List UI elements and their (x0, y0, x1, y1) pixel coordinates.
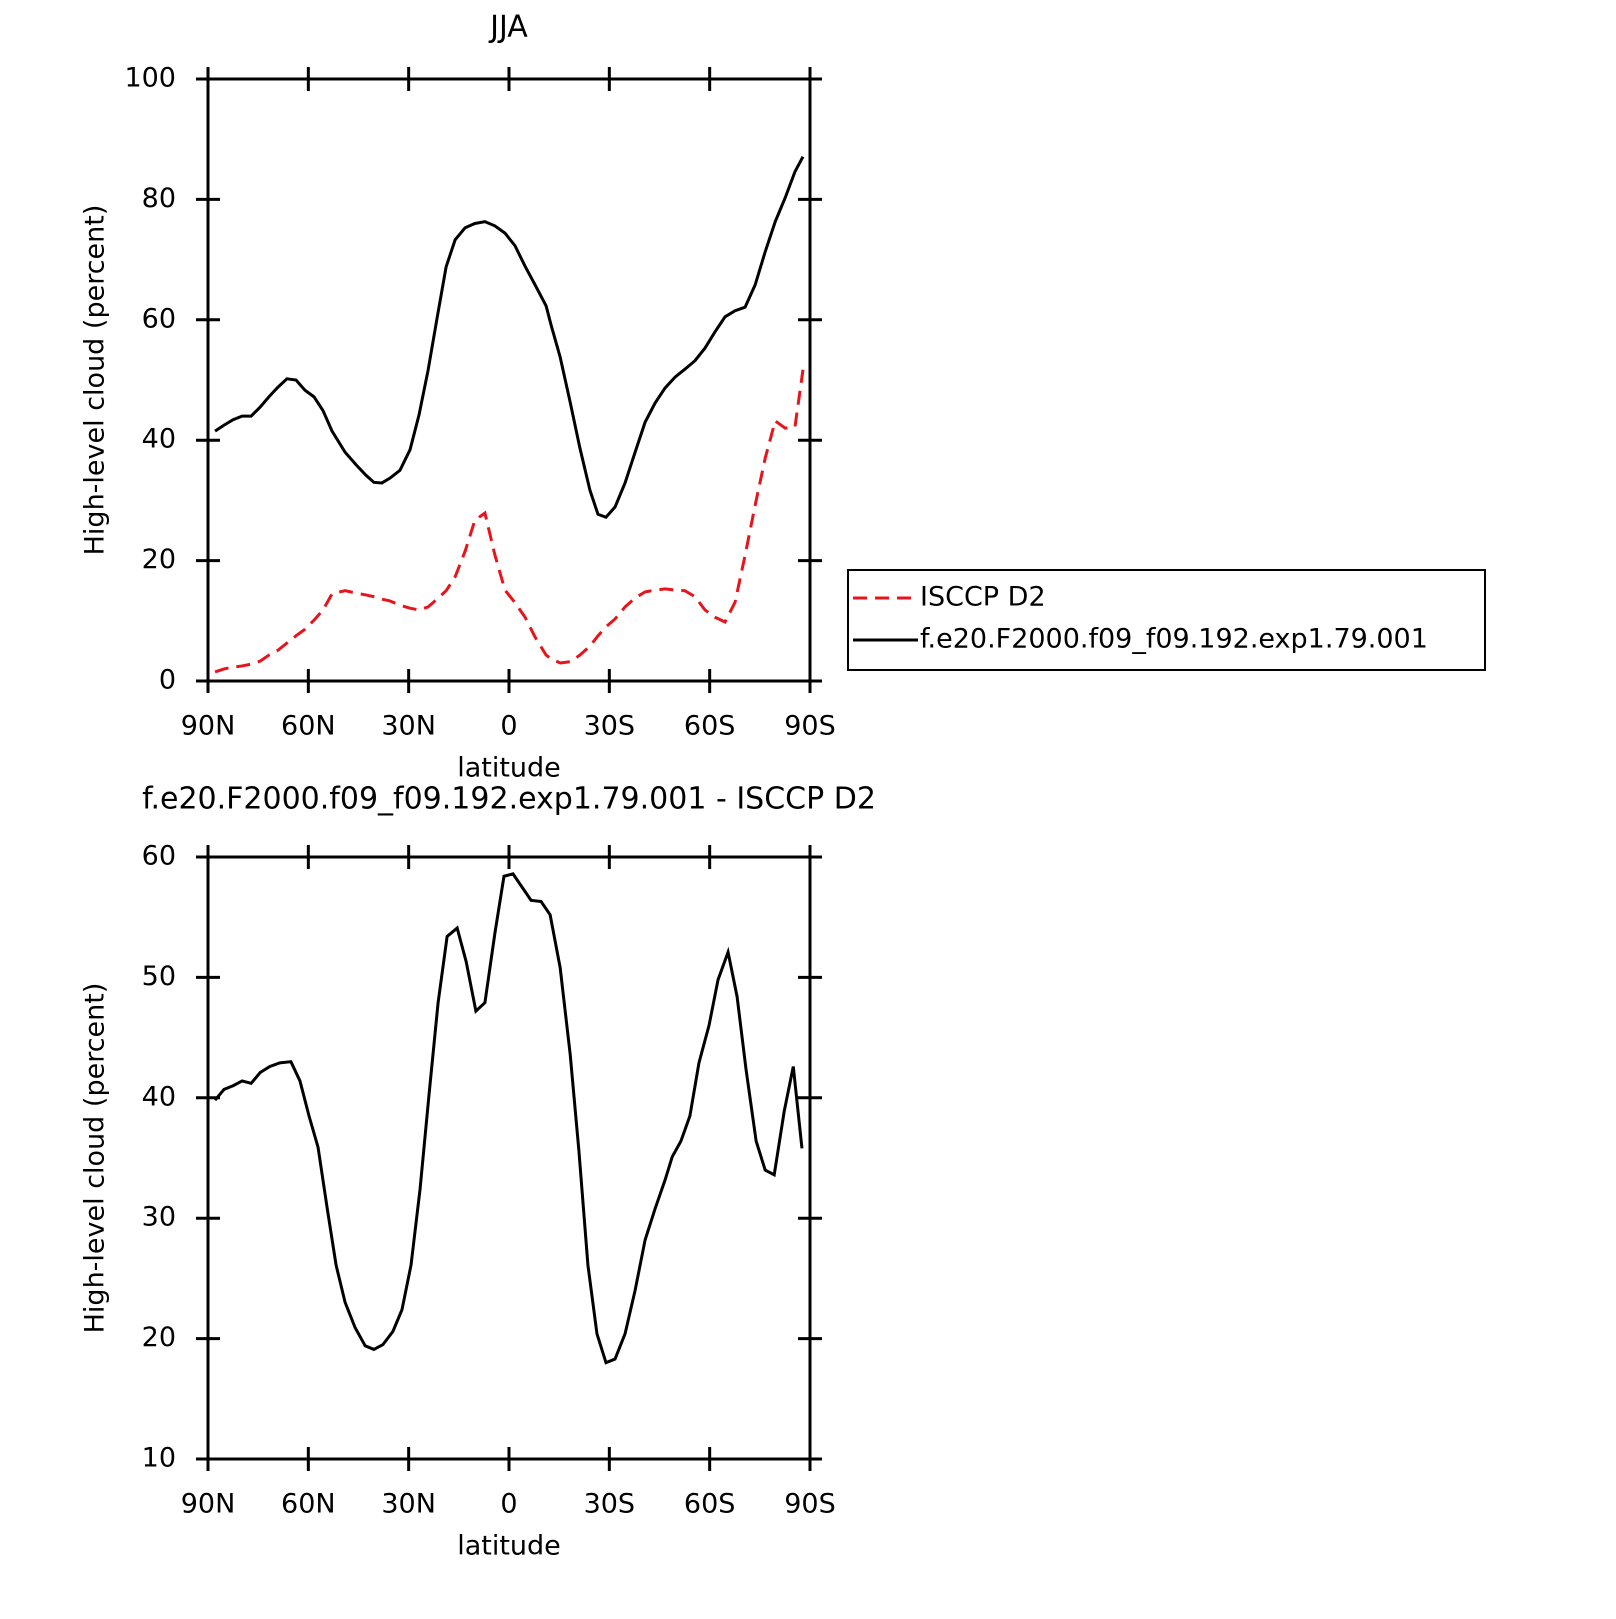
x-tick-label: 60N (281, 711, 336, 742)
y-tick-label: 20 (142, 1322, 176, 1353)
legend-label: f.e20.F2000.f09_f09.192.exp1.79.001 (920, 624, 1428, 655)
y-tick-label: 60 (142, 303, 176, 334)
x-tick-label: 30S (584, 1489, 636, 1520)
y-tick-label: 20 (142, 544, 176, 575)
y-tick-label: 60 (142, 841, 176, 872)
x-tick-label: 0 (500, 1489, 517, 1520)
x-tick-label: 90S (784, 711, 836, 742)
x-tick-label: 30N (381, 711, 436, 742)
chart-title: JJA (488, 10, 528, 45)
legend-label: ISCCP D2 (920, 582, 1046, 613)
x-tick-label: 60S (684, 711, 736, 742)
x-tick-label: 30S (584, 711, 636, 742)
plot-frame (206, 855, 812, 1461)
y-tick-label: 100 (124, 63, 176, 94)
y-tick-label: 50 (142, 961, 176, 992)
y-tick-label: 30 (142, 1202, 176, 1233)
chart-title: f.e20.F2000.f09_f09.192.exp1.79.001 - IS… (142, 782, 876, 817)
y-tick-label: 80 (142, 183, 176, 214)
x-tick-label: 90S (784, 1489, 836, 1520)
data-line (214, 369, 805, 674)
y-tick-label: 0 (159, 665, 176, 696)
y-axis-label: High-level cloud (percent) (80, 983, 111, 1334)
x-axis-label: latitude (457, 753, 561, 784)
x-tick-label: 60N (281, 1489, 336, 1520)
legend-box (847, 569, 1486, 671)
x-tick-label: 30N (381, 1489, 436, 1520)
x-tick-label: 60S (684, 1489, 736, 1520)
y-tick-label: 40 (142, 1081, 176, 1112)
data-line (214, 155, 805, 520)
plot-frame (206, 77, 812, 683)
x-tick-label: 90N (181, 1489, 236, 1520)
y-tick-label: 10 (142, 1443, 176, 1474)
y-tick-label: 40 (142, 424, 176, 455)
y-axis-label: High-level cloud (percent) (80, 205, 111, 556)
data-line (213, 872, 804, 1365)
x-axis-label: latitude (457, 1531, 561, 1562)
x-tick-label: 90N (181, 711, 236, 742)
x-tick-label: 0 (500, 711, 517, 742)
